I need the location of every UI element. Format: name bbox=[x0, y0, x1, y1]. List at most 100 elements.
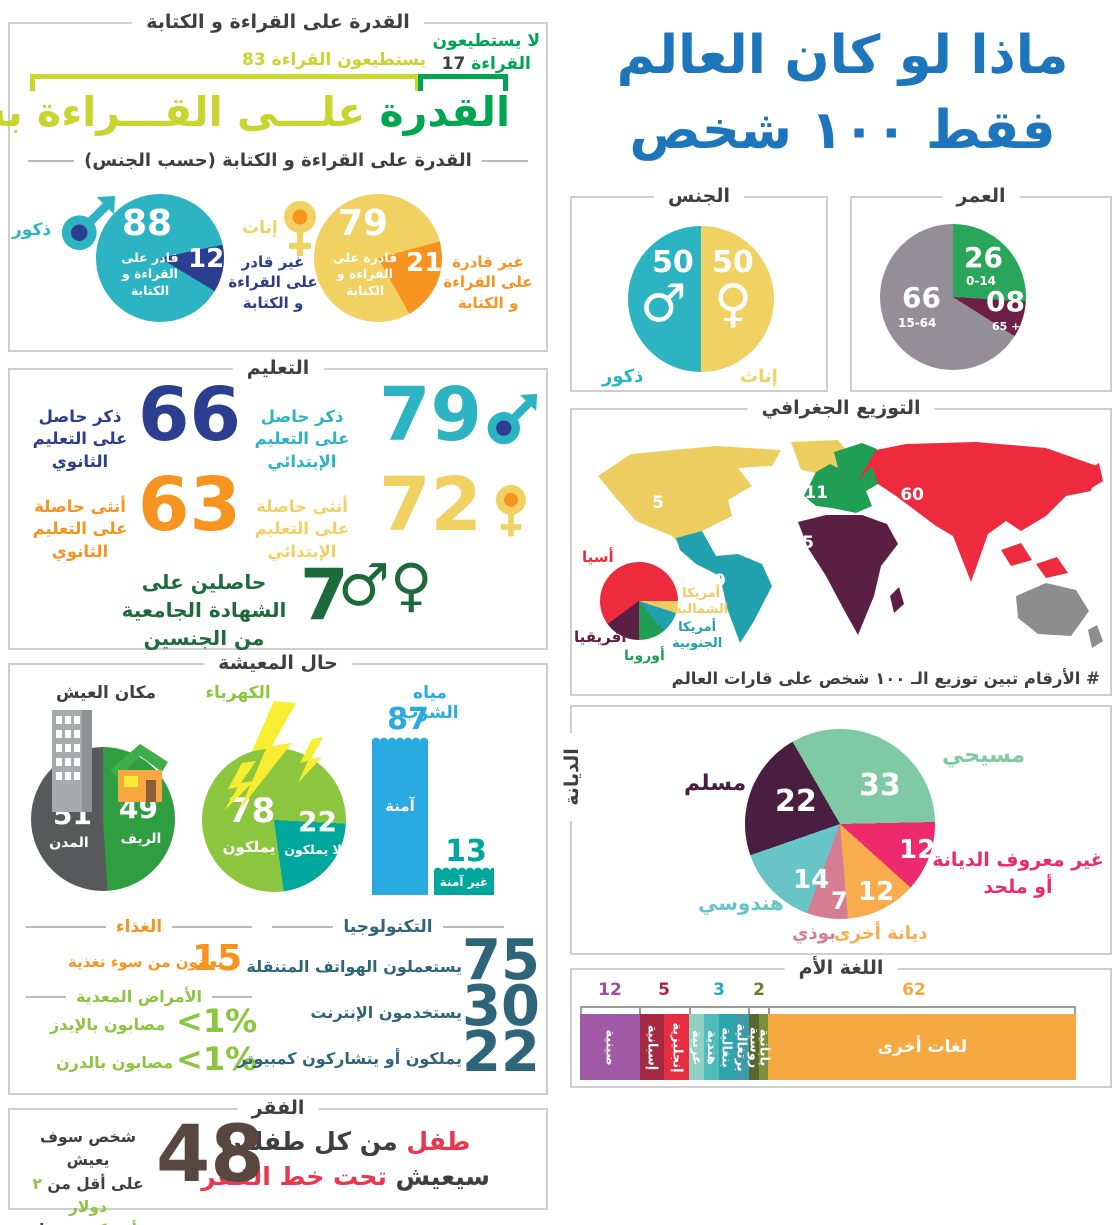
map-north-america-value: 5 bbox=[652, 493, 664, 513]
map-southeast-asia-2 bbox=[1036, 557, 1068, 578]
safe-water-bar: آمنة bbox=[372, 736, 428, 895]
map-asia bbox=[858, 442, 1097, 582]
muslim-value: 22 bbox=[775, 784, 817, 819]
tech-internet-value: 30 bbox=[462, 974, 540, 1039]
female-symbol-icon: ♀ bbox=[714, 274, 753, 334]
poverty-person-line: شخص سوف يعيش bbox=[40, 1128, 136, 1170]
living-panel-title: حال المعيشة bbox=[204, 650, 352, 676]
legend-north-america-line2: الشمالية bbox=[674, 602, 729, 618]
page-title-line1: ماذا لو كان العالم bbox=[616, 25, 1069, 86]
language-segment-english: إنجليزية bbox=[664, 1014, 690, 1080]
language-segment-label: يابانية bbox=[755, 1028, 771, 1066]
legend-asia: أسيا bbox=[582, 548, 614, 566]
language-segment-portuguese: برتغالية bbox=[734, 1014, 749, 1080]
religion-panel-title: الديانة bbox=[559, 733, 585, 821]
male-can-label: قادر على القراءة و الكتابة bbox=[121, 250, 179, 298]
ruler-tick bbox=[768, 1006, 770, 1014]
male-primary-value: 79 bbox=[379, 372, 482, 458]
legend-south-america: أمريكا الجنوبية bbox=[672, 620, 722, 653]
female-secondary-label: أنثى حاصلة على التعليم الثانوي bbox=[32, 497, 128, 561]
unsafe-water-value: 13 bbox=[445, 834, 487, 869]
age-panel-title: العمر bbox=[942, 183, 1020, 209]
male-can-value: 88 bbox=[122, 203, 173, 244]
map-madagascar bbox=[890, 587, 904, 613]
male-pie-label: ذكور bbox=[12, 220, 52, 240]
female-primary-label: أنثى حاصلة على التعليم الإبتدائي bbox=[254, 497, 350, 561]
female-pie-label: إناث bbox=[242, 218, 278, 238]
age-panel: العمر 26 0-14 66 15-64 08 65 + bbox=[850, 183, 1112, 392]
ruler-tick bbox=[689, 1006, 691, 1014]
unsafe-water-bar: غير آمنة bbox=[434, 866, 494, 895]
language-segment-bengali: بنغالية bbox=[719, 1014, 734, 1080]
food-label: يعانون من سوء تغذية bbox=[68, 953, 224, 971]
legend-south-america-line1: أمريكا bbox=[678, 620, 717, 635]
literacy-headline: القدرة علـــى القـــراءة بشـــكـــل عـــ… bbox=[0, 88, 510, 136]
female-secondary-value: 63 bbox=[138, 462, 241, 548]
technology-title: التكنولوجيا bbox=[272, 917, 504, 937]
male-female-icon: ♂♀ bbox=[338, 551, 433, 619]
literacy-can-read-label: يستطيعون القراءة 83 bbox=[242, 50, 426, 70]
map-south-america-value: 9 bbox=[714, 571, 726, 591]
poverty-dollar-text: شخص سوف يعيش على أقل من ٢ دولار أمريكي ي… bbox=[20, 1126, 156, 1225]
age-child-label: 0-14 bbox=[966, 274, 997, 288]
university-label: حاصلين على الشهادة الجامعية من الجنسين bbox=[121, 570, 287, 650]
female-can-value: 79 bbox=[338, 203, 389, 244]
aids-label: مصابون بالإيدز bbox=[50, 1015, 166, 1034]
language-segment-spanish: إسبانية bbox=[639, 1014, 665, 1080]
tech-phones-label: يستعملون الهواتف المتنقلة bbox=[246, 957, 462, 976]
tech-internet-label: يستخدمون الإنترنت bbox=[310, 1003, 462, 1022]
food-value: 15 bbox=[192, 938, 243, 979]
gender-pie: 50 50 ♂ ♀ bbox=[628, 226, 774, 372]
literacy-panel-title: القدرة على القراءة و الكتابة bbox=[132, 9, 424, 35]
language-segment-label: بنغالية bbox=[718, 1026, 734, 1068]
language-group-value-spanish-english: 5 bbox=[658, 980, 670, 1000]
disease-title: الأمراض المعدية bbox=[26, 987, 252, 1006]
female-icon bbox=[496, 484, 526, 537]
poverty-children-line2: سيعيش تحت خط الفقر bbox=[201, 1159, 490, 1194]
hindu-label: هندوسي bbox=[698, 891, 784, 915]
lightning-bolts-icon bbox=[224, 701, 323, 811]
ruler-tick bbox=[1074, 1006, 1076, 1014]
language-bar: صينية إسبانية إنجليزية عربية هندية بنغال… bbox=[580, 1014, 1076, 1080]
geography-panel: التوزيع الجغرافي 5 9 11 15 bbox=[570, 395, 1112, 696]
page-title: ماذا لو كان العالم فقط ١٠٠ شخص bbox=[575, 18, 1110, 169]
male-literacy-pie: 88 قادر على القراءة و الكتابة 12 bbox=[96, 194, 224, 322]
tech-phones-value: 75 bbox=[462, 928, 540, 993]
female-literacy-pie: 79 قادرة على القراءة و الكتابة 21 bbox=[314, 194, 442, 322]
language-segment-label: صينية bbox=[602, 1028, 618, 1066]
geography-panel-title: التوزيع الجغرافي bbox=[747, 395, 935, 421]
male-cannot-label: غير قادر على القراءة و الكتابة bbox=[228, 253, 318, 312]
electricity-have-value: 78 bbox=[228, 791, 276, 831]
university-value: 7 bbox=[300, 554, 349, 636]
language-segment-russian: روسية bbox=[746, 1014, 761, 1080]
age-adult-value: 66 bbox=[902, 281, 941, 314]
poverty-will-live-word: سيعيش bbox=[395, 1162, 490, 1191]
legend-south-america-line2: الجنوبية bbox=[672, 636, 723, 652]
female-cannot-value: 21 bbox=[406, 248, 443, 278]
legend-europe: أوروبا bbox=[624, 648, 665, 664]
other-religion-value: 12 bbox=[858, 877, 895, 907]
cannot-read-bracket bbox=[418, 74, 508, 91]
literacy-can-label: يستطيعون القراءة bbox=[271, 50, 426, 70]
gender-male-value: 50 bbox=[652, 245, 694, 280]
age-senior-label: 65 + bbox=[992, 320, 1021, 333]
safe-water-label: آمنة bbox=[385, 797, 415, 815]
religion-pie: 33 22 14 7 12 12 bbox=[745, 729, 935, 919]
unknown-religion-label: غير معروف الديانة أو ملحد bbox=[932, 847, 1104, 900]
map-north-america bbox=[598, 446, 781, 553]
literacy-by-gender-title: القدرة على القراءة و الكتابة (حسب الجنس) bbox=[28, 150, 528, 171]
age-adult-label: 15-64 bbox=[898, 316, 937, 330]
language-group-value-other: 62 bbox=[902, 980, 926, 1000]
gender-panel: الجنس 50 50 ♂ ♀ ذكور إناث bbox=[570, 183, 828, 392]
electricity-havenot-label: لا يملكون bbox=[284, 842, 342, 857]
electricity-pie: 78 يملكون 22 لا يملكون bbox=[202, 748, 346, 892]
age-child-value: 26 bbox=[964, 241, 1003, 274]
unknown-religion-line1: غير معروف الديانة bbox=[932, 849, 1104, 871]
poverty-panel: الفقر طفل من كل طفلين سيعيش تحت خط الفقر… bbox=[8, 1095, 548, 1225]
map-new-zealand bbox=[1088, 625, 1103, 648]
female-primary-value: 72 bbox=[379, 462, 482, 548]
poverty-panel-title: الفقر bbox=[237, 1095, 319, 1121]
male-primary-label: ذكر حاصل على التعليم الإبتدائي bbox=[254, 407, 350, 471]
language-group-value-chinese: 12 bbox=[598, 980, 622, 1000]
age-senior-value: 08 bbox=[986, 285, 1025, 318]
